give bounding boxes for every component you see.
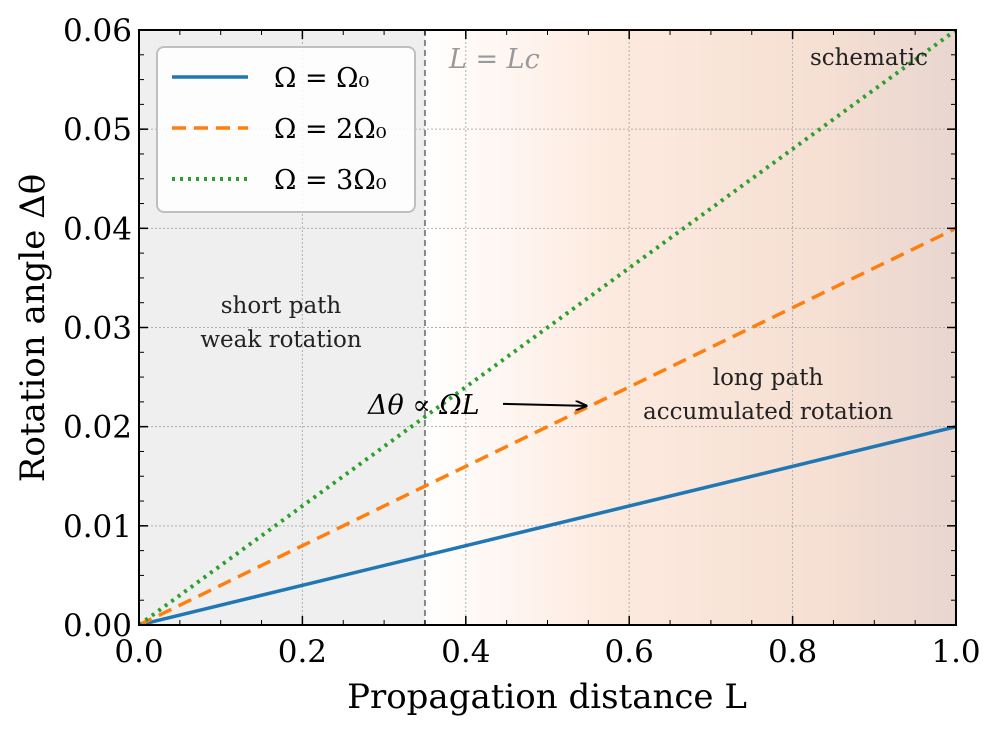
series-line-omega-1 bbox=[139, 424, 956, 625]
axis-ticks bbox=[138, 29, 957, 626]
legend-label-omega-2: Ω = 2Ω₀ bbox=[274, 114, 387, 145]
y-tick-label: 0.05 bbox=[63, 112, 132, 148]
accumulated-rotation-note: accumulated rotation bbox=[643, 399, 893, 425]
legend-label-omega-1: Ω = Ω₀ bbox=[274, 63, 370, 94]
y-tick-label: 0.06 bbox=[63, 13, 132, 49]
long-path-note: long path bbox=[713, 365, 824, 391]
proportionality-formula: Δθ ∝ ΩL bbox=[367, 390, 480, 421]
short-path-note: short path bbox=[221, 293, 342, 319]
y-tick-label: 0.00 bbox=[63, 608, 132, 644]
y-tick-label: 0.04 bbox=[63, 211, 132, 247]
series-line-omega-3 bbox=[139, 30, 956, 625]
x-tick-label: 0.2 bbox=[278, 634, 327, 670]
legend-label-omega-3: Ω = 3Ω₀ bbox=[274, 165, 387, 196]
legend-box bbox=[156, 46, 416, 213]
x-tick-label: 0.6 bbox=[605, 634, 654, 670]
x-tick-label: 0.4 bbox=[441, 634, 490, 670]
x-tick-label: 0.0 bbox=[114, 634, 163, 670]
y-tick-label: 0.02 bbox=[63, 410, 132, 446]
y-axis-label: Rotation angle Δθ bbox=[13, 174, 53, 482]
tick-labels: 0.0 0.2 0.4 0.6 0.8 1.0 0.00 0.01 0.02 0.03 0.04 0.… bbox=[63, 13, 981, 670]
weak-rotation-note: weak rotation bbox=[200, 327, 362, 353]
x-tick-label: 0.8 bbox=[768, 634, 817, 670]
critical-length-label: L = Lc bbox=[448, 44, 540, 75]
x-axis-label: Propagation distance L bbox=[347, 677, 747, 717]
formula-arrow bbox=[502, 404, 586, 406]
x-tick-label: 1.0 bbox=[931, 634, 980, 670]
legend: Ω = Ω₀ Ω = 2Ω₀ Ω = 3Ω₀ bbox=[156, 46, 416, 213]
y-tick-label: 0.01 bbox=[63, 509, 132, 545]
series-line-omega-2 bbox=[139, 226, 956, 625]
y-tick-label: 0.03 bbox=[63, 311, 132, 347]
schematic-note: schematic bbox=[810, 45, 928, 71]
